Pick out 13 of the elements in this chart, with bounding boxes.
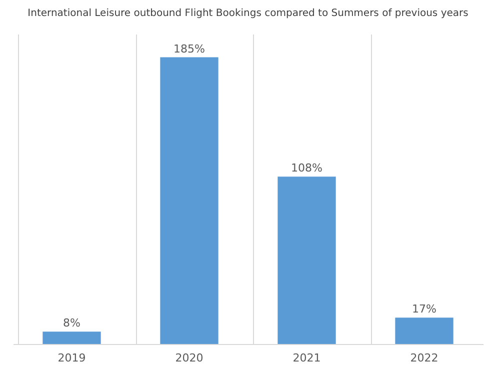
x-tick-label: 2020 (175, 352, 204, 364)
bar (42, 332, 101, 344)
x-tick-label: 2021 (292, 352, 321, 364)
data-label: 8% (63, 316, 80, 330)
x-tick-label: 2019 (58, 352, 86, 364)
data-label: 17% (412, 302, 436, 316)
x-tick-label: 2022 (410, 352, 438, 364)
bar (395, 318, 454, 344)
data-label: 185% (174, 42, 205, 56)
data-label: 108% (291, 162, 322, 175)
bar (278, 176, 336, 344)
chart-title: International Leisure outbound Flight Bookings compared to Summers of previous years (28, 8, 468, 19)
bar (160, 57, 218, 344)
